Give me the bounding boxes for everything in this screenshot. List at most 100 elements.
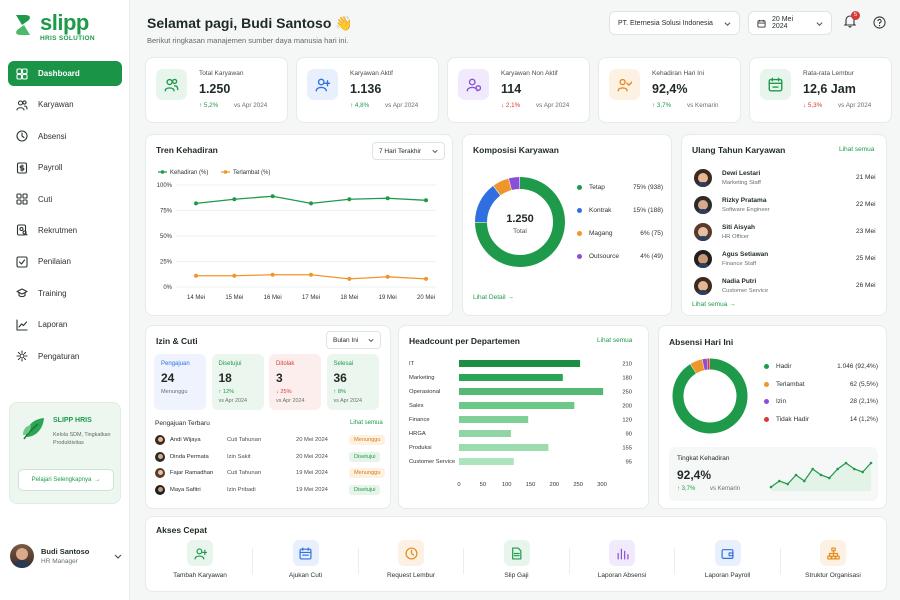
quick-action-label: Request Lembur — [386, 572, 436, 579]
leave-summary-box[interactable]: Selesai 36 ↑ 8% vs Apr 2024 — [326, 354, 379, 410]
data-point[interactable] — [309, 272, 313, 277]
avatar — [10, 544, 34, 568]
sidebar-item-payroll[interactable]: Payroll — [8, 155, 122, 180]
logo[interactable]: slipp HRIS SOLUTION — [12, 12, 95, 42]
sidebar-item-cuti[interactable]: Cuti — [8, 187, 122, 212]
stat-card[interactable]: Karyawan Non Aktif 114 ↓ 2,1% vs Apr 2024 — [447, 57, 590, 123]
legend-label: Kontrak — [589, 207, 612, 214]
avatar — [155, 435, 165, 445]
composition-slice[interactable] — [475, 185, 501, 223]
headcount-card: Headcount per Departemen Lihat semua IT 2… — [398, 325, 649, 509]
divider — [463, 548, 464, 574]
birthday-date: 23 Mei — [856, 228, 876, 235]
quick-action-icon-box — [398, 540, 424, 566]
stat-icon-box — [458, 69, 489, 100]
headcount-bar[interactable] — [459, 458, 514, 465]
headcount-bar[interactable] — [459, 416, 529, 423]
data-point[interactable] — [385, 274, 390, 279]
headcount-bar[interactable] — [459, 430, 511, 437]
sparkline-point — [786, 482, 789, 486]
data-point[interactable] — [194, 273, 198, 278]
request-name: Dinda Permata — [170, 453, 209, 460]
help-icon[interactable] — [873, 16, 886, 29]
date-picker[interactable]: 20 Mei 2024 — [748, 11, 832, 35]
legend-label: Tetap — [589, 184, 605, 191]
leave-summary-box[interactable]: Pengajuan 24 Menunggu — [154, 354, 206, 410]
quick-action-ajukan-cuti[interactable]: Ajukan Cuti — [271, 540, 341, 579]
composition-detail-link[interactable]: Lihat Detail → — [473, 294, 514, 301]
leave-box-compare: vs Apr 2024 — [218, 398, 247, 404]
avatar-body — [695, 209, 711, 214]
stat-change: ↓ 2,1% — [501, 102, 520, 109]
leave-summary-box[interactable]: Ditolak 3 ↓ 25% vs Apr 2024 — [269, 354, 321, 410]
composition-slice[interactable] — [508, 177, 520, 191]
sidebar-item-laporan[interactable]: Laporan — [8, 312, 122, 337]
data-point[interactable] — [309, 201, 313, 206]
avatar — [694, 196, 712, 214]
sidebar-item-training[interactable]: Training — [8, 281, 122, 306]
department-label: IT — [409, 361, 415, 367]
notification-button[interactable]: 5 — [843, 11, 860, 30]
data-point[interactable] — [270, 272, 275, 277]
composition-slice[interactable] — [475, 177, 565, 267]
quick-action-struktur-organisasi[interactable]: Struktur Organisasi — [798, 540, 868, 579]
headcount-bar[interactable] — [459, 388, 604, 395]
headcount-bar[interactable] — [459, 360, 581, 367]
legend-dot — [764, 399, 769, 404]
data-point[interactable] — [232, 273, 237, 278]
quick-action-laporan-payroll[interactable]: Laporan Payroll — [693, 540, 763, 579]
sparkline-point — [811, 467, 814, 471]
quick-access-title: Akses Cepat — [156, 525, 208, 535]
data-point[interactable] — [424, 198, 428, 203]
company-select[interactable]: PT. Eternesia Solusi Indonesia — [609, 11, 740, 35]
leave-summary-box[interactable]: Disetujui 18 ↑ 12% vs Apr 2024 — [211, 354, 264, 410]
attendance-slice[interactable] — [702, 358, 708, 371]
birthday-footer-link[interactable]: Lihat semua → — [692, 301, 736, 308]
user-profile[interactable]: Budi Santoso HR Manager — [10, 541, 122, 571]
sidebar-item-pengaturan[interactable]: Pengaturan — [8, 344, 122, 369]
legend-label: Izin — [776, 398, 787, 405]
quick-action-request-lembur[interactable]: Request Lembur — [376, 540, 446, 579]
data-point[interactable] — [347, 276, 352, 281]
department-label: Marketing — [409, 375, 434, 381]
attendance-legend-item: Tidak Hadir 14 (1,2%) — [764, 416, 878, 423]
arrow-up-icon: ↑ — [218, 389, 223, 395]
recent-requests-link[interactable]: Lihat semua — [350, 420, 383, 426]
leave-period-select[interactable]: Bulan Ini — [326, 331, 381, 349]
department-label: Customer Service — [409, 459, 455, 465]
user-check-icon — [617, 78, 632, 92]
quick-action-label: Laporan Absensi — [597, 572, 647, 579]
learn-more-button[interactable]: Pelajari Selengkapnya → — [18, 469, 114, 491]
sidebar-item-karyawan[interactable]: Karyawan — [8, 92, 122, 117]
graduation-icon — [16, 288, 28, 298]
stat-card[interactable]: Karyawan Aktif 1.136 ↑ 4,8% vs Apr 2024 — [296, 57, 439, 123]
data-point[interactable] — [424, 276, 428, 281]
stat-card[interactable]: Total Karyawan 1.250 ↑ 5,2% vs Apr 2024 — [145, 57, 288, 123]
quick-action-laporan-absensi[interactable]: Laporan Absensi — [587, 540, 657, 579]
birthday-role: Customer Service — [722, 288, 769, 294]
sidebar-item-absensi[interactable]: Absensi — [8, 124, 122, 149]
data-point[interactable] — [385, 196, 390, 201]
stat-card[interactable]: Rata-rata Lembur 12,6 Jam ↓ 5,3% vs Apr 202… — [749, 57, 892, 123]
headcount-see-all-link[interactable]: Lihat semua — [597, 337, 633, 344]
composition-slice[interactable] — [493, 178, 512, 196]
sidebar-item-rekrutmen[interactable]: Rekrutmen — [8, 218, 122, 243]
sidebar-item-penilaian[interactable]: Penilaian — [8, 249, 122, 274]
user-search-icon — [16, 224, 28, 237]
quick-action-slip-gaji[interactable]: Slip Gaji — [482, 540, 552, 579]
stat-card[interactable]: Kehadiran Hari Ini 92,4% ↑ 3,7% vs Kemarin — [598, 57, 741, 123]
data-point[interactable] — [347, 197, 352, 202]
period-select[interactable]: 7 Hari Terakhir — [372, 142, 445, 160]
sidebar-item-dashboard[interactable]: Dashboard — [8, 61, 122, 86]
data-point[interactable] — [270, 194, 275, 199]
data-point[interactable] — [194, 201, 198, 206]
attendance-slice[interactable] — [690, 359, 705, 374]
headcount-value: 250 — [622, 390, 632, 396]
data-point[interactable] — [232, 197, 237, 202]
birthday-see-all-link[interactable]: Lihat semua — [839, 146, 875, 153]
attendance-slice[interactable] — [672, 358, 748, 434]
headcount-bar[interactable] — [459, 444, 549, 451]
headcount-bar[interactable] — [459, 374, 563, 381]
headcount-bar[interactable] — [459, 402, 575, 409]
quick-action-tambah-karyawan[interactable]: Tambah Karyawan — [165, 540, 235, 579]
